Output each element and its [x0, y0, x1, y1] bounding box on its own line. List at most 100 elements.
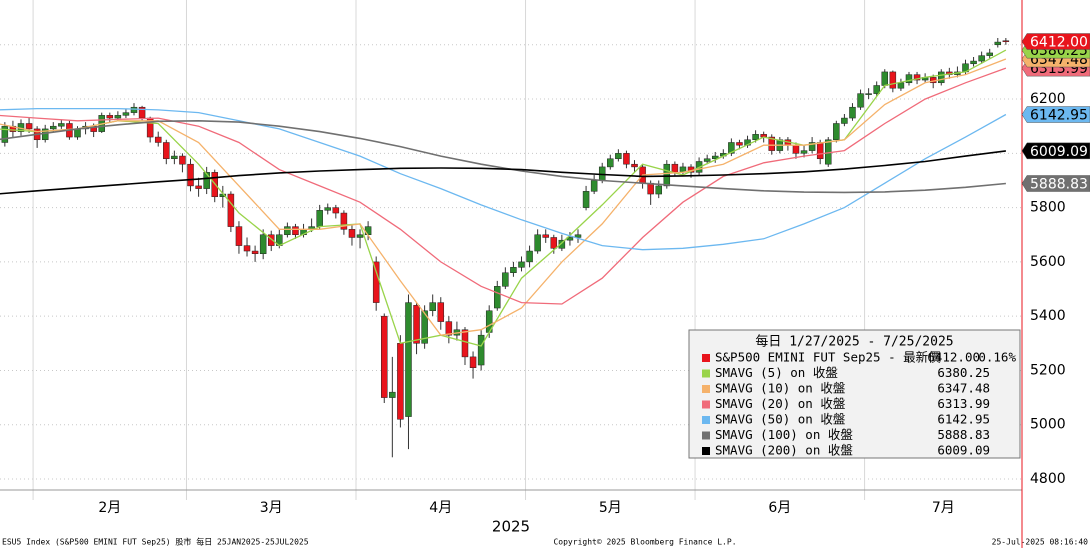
candle-body [873, 85, 880, 94]
plot-area [0, 37, 1010, 458]
legend-box [688, 329, 1021, 459]
candle-body [251, 250, 259, 255]
candle-body [1002, 40, 1010, 42]
candle-body [381, 315, 388, 398]
candle-body [235, 226, 243, 246]
candle-body [1, 125, 9, 143]
x-tick-label: 2月 [98, 500, 121, 516]
legend-title: 每日 1/27/2025 - 7/25/2025 [755, 334, 953, 350]
legend-label: SMAVG (20) on 收盤 [715, 396, 846, 411]
legend-swatch [702, 369, 710, 378]
candle-body [130, 106, 138, 113]
candle-body [881, 71, 889, 86]
price-badge [1021, 142, 1090, 160]
legend-swatch [702, 400, 710, 409]
candle-body [292, 226, 299, 236]
legend-label: SMAVG (100) on 收盤 [715, 427, 853, 442]
legend-label: S&P500 EMINI FUT Sep25 - 最新價 [715, 350, 941, 365]
candle-body [106, 115, 114, 119]
candle-body [332, 207, 340, 214]
candle-body [897, 82, 905, 89]
ma-line [0, 119, 1006, 194]
candle-body [445, 321, 453, 336]
candle-body [865, 93, 872, 95]
legend-value: 5888.83 [937, 427, 990, 442]
candle-body [808, 142, 816, 151]
footer-left: ESU5 Index (S&P500 EMINI FUT Sep25) 股市 每… [2, 537, 309, 547]
candle-body [203, 172, 210, 189]
candle-body [671, 163, 679, 173]
candle-body [114, 115, 122, 119]
candle-body [163, 142, 170, 160]
legend-value: 6347.48 [937, 381, 990, 396]
candle-body [857, 93, 864, 108]
candle-body [582, 191, 590, 208]
legend-value: 6142.95 [937, 412, 990, 427]
legend-value: 6412.00 [927, 350, 980, 365]
price-badge [1021, 175, 1090, 192]
ma-line [0, 107, 1007, 251]
candle-body [510, 267, 517, 273]
legend-swatch [702, 447, 710, 455]
candle-body [970, 60, 977, 65]
candle-body [316, 210, 323, 227]
legend-label: SMAVG (10) on 收盤 [715, 381, 846, 396]
candle-body [340, 212, 348, 230]
candle-body [284, 226, 291, 236]
x-tick-label: 5月 [599, 500, 622, 516]
x-tick-label: 6月 [768, 500, 791, 516]
legend-swatch [702, 416, 710, 424]
price-badge-label: 6412.00 [1030, 35, 1088, 51]
candle-body [437, 302, 445, 322]
candle-body [259, 234, 267, 255]
y-tick-label: 5600 [1030, 254, 1066, 270]
legend-swatch [702, 354, 710, 362]
candle-body [590, 180, 598, 192]
candle-body [703, 158, 711, 162]
candle-body [429, 302, 436, 311]
candle-body [356, 234, 364, 238]
candle-body [179, 155, 186, 165]
candle-body [154, 136, 162, 143]
y-tick-label: 5400 [1030, 308, 1066, 324]
candle-body [195, 185, 202, 189]
candle-body [768, 136, 775, 151]
candle-body [171, 155, 178, 160]
candle-body [243, 245, 251, 252]
candle-body [405, 302, 412, 417]
legend-label: SMAVG (5) on 收盤 [715, 365, 838, 380]
candle-body [615, 153, 622, 160]
legend-value: 6313.99 [937, 396, 990, 411]
ma-line [0, 67, 1007, 305]
candle-body [631, 163, 638, 168]
x-tick-label: 7月 [932, 500, 955, 516]
candle-body [647, 182, 654, 195]
candle-body [25, 123, 33, 130]
y-tick-label: 6200 [1030, 91, 1066, 107]
candle-body [849, 106, 856, 119]
price-badge-label: 6009.09 [1030, 144, 1088, 160]
candle-body [905, 74, 913, 84]
candle-body [421, 310, 428, 344]
legend-swatch [702, 385, 710, 393]
candle-body [728, 142, 735, 154]
candle-body [389, 391, 396, 398]
footer-right: 25-Jul-2025 08:16:40 [992, 538, 1089, 547]
ma-line [0, 150, 1007, 195]
candle-body [816, 142, 824, 160]
candle-body [841, 117, 848, 124]
candle-body [413, 305, 420, 344]
candle-body [913, 74, 921, 81]
candle-body [187, 163, 194, 187]
candle-body [74, 128, 81, 138]
candle-body [58, 123, 65, 127]
legend-value: 6380.25 [937, 365, 990, 380]
candle-body [534, 234, 541, 252]
candle-body [518, 261, 525, 268]
candle-body [655, 185, 662, 195]
ma-line [0, 58, 1007, 336]
candle-body [364, 226, 372, 236]
price-badge-label: 6142.95 [1030, 108, 1088, 124]
price-badge-label: 5888.83 [1030, 177, 1088, 193]
